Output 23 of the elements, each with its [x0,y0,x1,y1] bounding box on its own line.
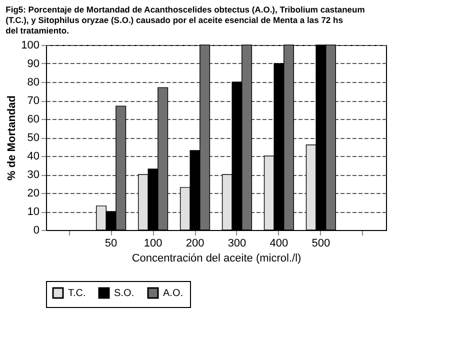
x-tick-label: 100 [144,238,162,250]
x-tick-label: 400 [270,238,288,250]
y-tick-label: 80 [27,76,40,88]
y-tick-label: 100 [21,40,40,52]
x-axis-title: Concentración del aceite (microl./l) [132,252,302,264]
y-tick-label: 30 [27,169,40,181]
legend-label: A.O. [163,288,184,299]
y-tick-label: 50 [27,132,40,144]
y-tick-label: 90 [27,58,40,70]
chart-title: Fig5: Porcentaje de Mortandad de Acanthoscelides obtectus (A.O.), Tribolium castaneum (T.C.), y Sitophilus oryzae (S.O.) causado por el aceite esencial de Menta a las 72 hs del tratamiento. [6,4,366,36]
legend-label: S.O. [114,288,134,299]
y-tick-label: 20 [27,188,40,200]
y-axis-title: % de Mortandad [6,96,18,180]
y-tick-label: 70 [27,95,40,107]
y-tick-label: 10 [27,206,40,218]
y-tick-label: 40 [27,150,40,162]
x-tick-label: 50 [104,238,118,250]
x-tick-label: 300 [228,238,246,250]
x-tick-label: 500 [312,238,330,250]
legend-label: T.C. [68,288,86,299]
y-tick-label: 0 [33,224,40,236]
x-tick-label: 200 [186,238,204,250]
y-tick-label: 60 [27,114,40,126]
